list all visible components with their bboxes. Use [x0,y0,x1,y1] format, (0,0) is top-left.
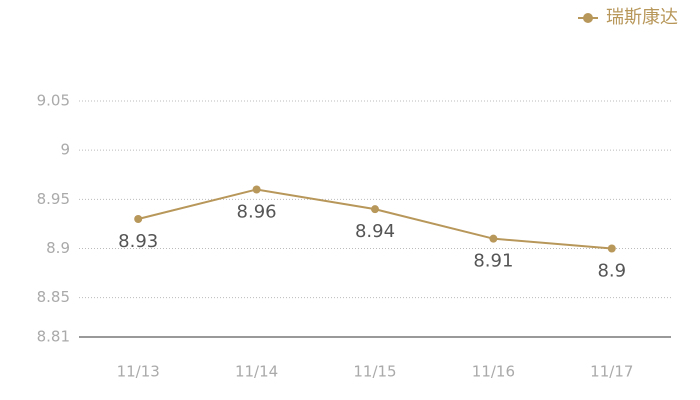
data-label: 8.94 [355,221,395,242]
x-tick-label: 11/16 [472,363,515,381]
data-label: 8.9 [597,261,626,282]
x-tick-label: 11/13 [117,363,160,381]
y-tick-label: 8.81 [37,328,70,346]
data-point [489,234,498,243]
data-label: 8.93 [118,231,158,252]
y-tick-label: 8.9 [46,239,70,257]
data-label: 8.91 [473,251,513,272]
data-point [252,185,261,194]
legend-marker-dot [583,13,593,23]
data-point [134,215,143,223]
y-tick-label: 9 [60,141,70,159]
y-tick-label: 8.85 [37,288,70,306]
y-tick-label: 8.95 [37,190,70,208]
data-point [371,205,379,214]
data-point [607,244,616,253]
data-label: 8.96 [237,202,277,223]
x-tick-label: 11/15 [353,363,396,381]
x-tick-label: 11/17 [590,363,633,381]
y-tick-label: 9.05 [37,92,70,110]
x-tick-label: 11/14 [235,363,278,381]
legend-label: 瑞斯康达 [606,7,678,28]
